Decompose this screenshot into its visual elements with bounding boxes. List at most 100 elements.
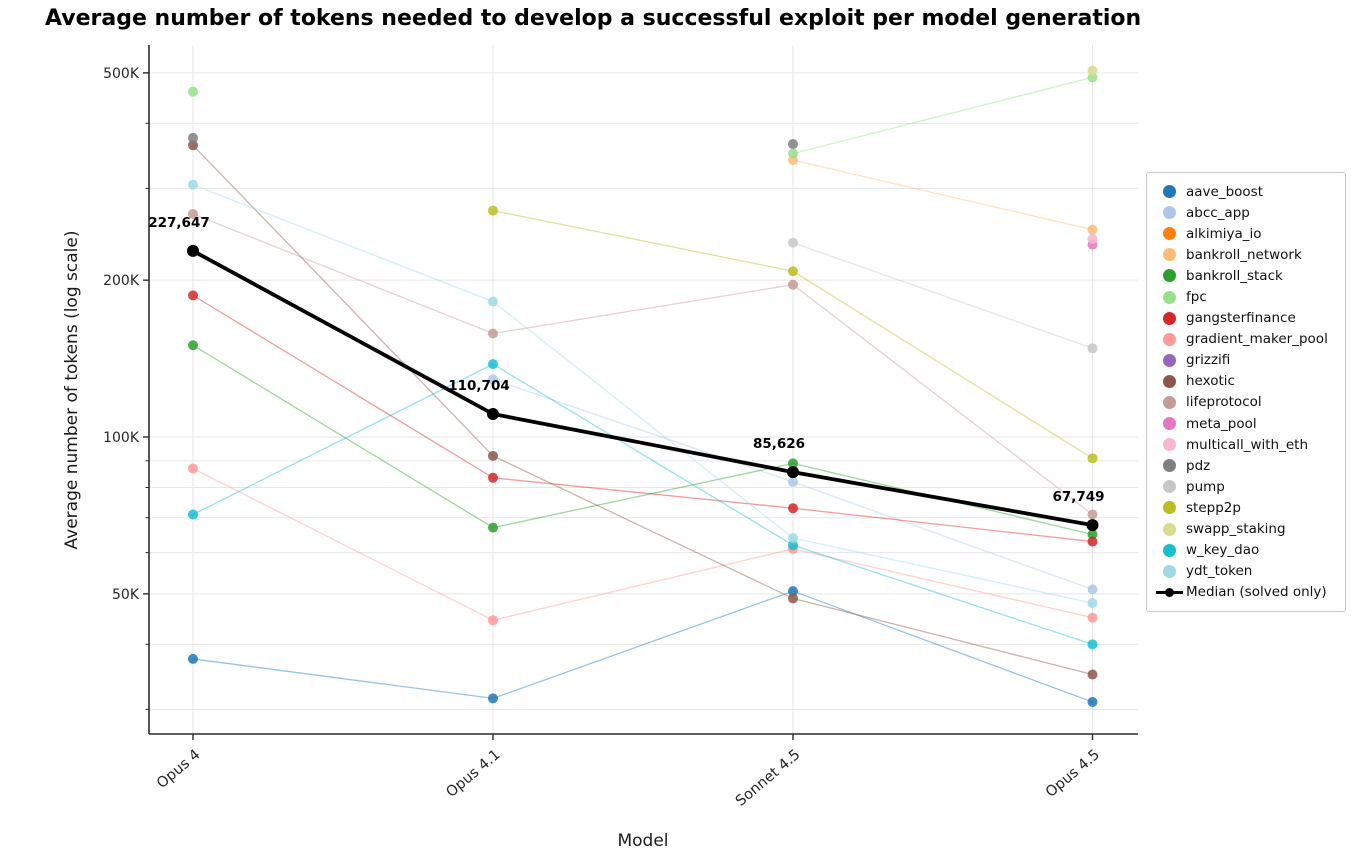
legend-label: grizzifi (1186, 352, 1231, 369)
data-point-gangsterfinance (188, 290, 198, 301)
data-point-gradient_maker_pool (1087, 612, 1098, 623)
legend-item-hexotic: hexotic (1156, 371, 1339, 392)
median-annotation: 110,704 (448, 378, 510, 394)
legend-item-aave-boost: aave_boost (1156, 181, 1339, 202)
y-tick-label: 200K (103, 273, 140, 289)
data-point-median-3 (1086, 519, 1099, 532)
legend-swatch (1163, 311, 1176, 325)
data-point-w_key_dao (1087, 639, 1098, 650)
data-point-hexotic (788, 593, 798, 604)
data-point-abcc_app (488, 374, 498, 385)
series-line-w_key_dao (192, 363, 1093, 645)
legend-item-alkimiya-io: alkimiya_io (1156, 223, 1339, 244)
data-point-gradient_maker_pool (188, 463, 198, 474)
data-point-bankroll_network (1087, 224, 1098, 235)
data-point-ydt_token (1087, 598, 1098, 609)
legend-swatch (1163, 374, 1176, 388)
legend-marker-median (1156, 586, 1183, 599)
legend-swatch (1163, 522, 1176, 536)
legend-item-fpc: fpc (1156, 286, 1339, 307)
data-point-abcc_app (1087, 584, 1098, 595)
legend-label: ydt_token (1186, 563, 1253, 580)
legend-swatch (1163, 269, 1176, 283)
data-point-aave_boost (1087, 697, 1098, 708)
y-tick-label: 100K (103, 430, 140, 446)
series-line-bankroll_network (792, 159, 1093, 231)
data-point-bankroll_stack (1087, 529, 1098, 540)
legend-item-bankroll-stack: bankroll_stack (1156, 265, 1339, 286)
legend-item-gradient-maker-pool: gradient_maker_pool (1156, 329, 1339, 350)
legend-label: aave_boost (1186, 183, 1264, 200)
legend-label: hexotic (1186, 373, 1235, 390)
data-point-stepp2p (1087, 453, 1098, 464)
axes: 500K 200K 100K 50K Opus 4 Opus 4.1 Sonnet 4.5 O… (103, 45, 1138, 810)
x-tick-label: Sonnet 4.5 (733, 747, 804, 810)
data-point-swapp_staking (1087, 65, 1098, 76)
legend-item-swapp-staking: swapp_staking (1156, 519, 1339, 540)
legend-swatch (1163, 227, 1176, 241)
legend-swatch (1163, 332, 1176, 346)
legend-label: Median (solved only) (1186, 584, 1327, 601)
legend-swatch (1163, 564, 1176, 578)
legend-item-grizzifi: grizzifi (1156, 350, 1339, 371)
legend-item-pdz: pdz (1156, 455, 1339, 476)
legend-item-abcc-app: abcc_app (1156, 202, 1339, 223)
y-tick-label: 50K (112, 587, 140, 603)
data-point-lifeprotocol (188, 208, 198, 219)
legend-label: fpc (1186, 289, 1207, 306)
legend-swatch (1163, 480, 1176, 494)
series-line-gangsterfinance (192, 294, 1093, 543)
data-point-ydt_token (488, 296, 498, 307)
data-point-lifeprotocol (1087, 509, 1098, 520)
legend-swatch (1163, 438, 1176, 452)
data-point-gangsterfinance (1087, 536, 1098, 547)
x-tick-label: Opus 4 (154, 747, 204, 792)
legend-item-pump: pump (1156, 476, 1339, 497)
median-line (187, 244, 1099, 532)
chart-title: Average number of tokens needed to devel… (45, 6, 1142, 31)
series-lines (192, 76, 1093, 703)
median-annotation: 85,626 (753, 436, 805, 452)
median-annotation: 67,749 (1052, 489, 1104, 505)
series-line-fpc (792, 76, 1093, 155)
data-point-aave_boost (188, 653, 198, 664)
data-point-gangsterfinance (788, 503, 798, 514)
data-point-hexotic (1087, 669, 1098, 680)
legend-item-w-key-dao: w_key_dao (1156, 540, 1339, 561)
series-line-pump (792, 242, 1093, 349)
legend-label: pump (1186, 478, 1225, 495)
legend-label: stepp2p (1186, 499, 1241, 516)
legend-item-ydt-token: ydt_token (1156, 561, 1339, 582)
data-point-hexotic (488, 450, 498, 461)
x-tick-label: Opus 4.5 (1043, 747, 1103, 801)
median-annotations: 227,647 110,704 85,626 67,749 (148, 215, 1104, 505)
data-point-fpc (788, 148, 798, 159)
legend-swatch (1163, 185, 1176, 199)
y-axis-label: Average number of tokens (log scale) (62, 230, 82, 550)
data-point-pump (788, 237, 798, 248)
legend-item-bankroll-network: bankroll_network (1156, 244, 1339, 265)
legend-swatch (1163, 543, 1176, 557)
data-point-pdz (788, 139, 798, 150)
gridlines (149, 45, 1138, 734)
data-point-hexotic (188, 140, 198, 151)
legend-item-meta-pool: meta_pool (1156, 413, 1339, 434)
series-line-aave_boost (192, 590, 1093, 703)
series-line-gradient_maker_pool (192, 467, 1093, 621)
legend-item-median-solved-only-: Median (solved only) (1156, 582, 1339, 603)
data-point-stepp2p (488, 205, 498, 216)
legend-swatch (1163, 248, 1176, 262)
series-line-hexotic (192, 144, 1093, 676)
legend-label: meta_pool (1186, 415, 1257, 432)
legend-label: w_key_dao (1186, 542, 1260, 559)
legend-label: lifeprotocol (1186, 394, 1262, 411)
data-point-pdz (188, 132, 198, 143)
legend-label: swapp_staking (1186, 521, 1286, 538)
legend-label: bankroll_stack (1186, 267, 1283, 284)
legend-swatch (1163, 459, 1176, 473)
data-point-lifeprotocol (488, 328, 498, 339)
legend-swatch (1163, 501, 1176, 515)
legend-item-lifeprotocol: lifeprotocol (1156, 392, 1339, 413)
